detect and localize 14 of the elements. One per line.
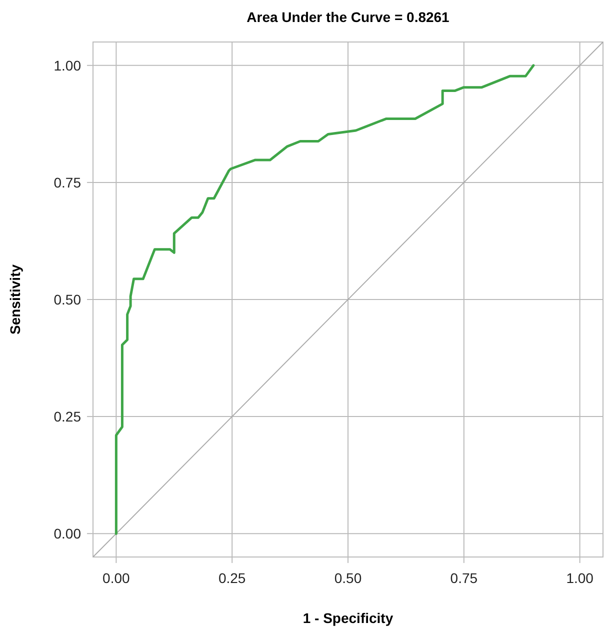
y-tick-label: 0.75 (54, 174, 82, 190)
line-series (114, 64, 535, 535)
chart-title: Area Under the Curve = 0.8261 (246, 9, 450, 25)
x-tick-label: 0.25 (218, 570, 246, 586)
y-tick-label: 0.50 (54, 291, 82, 308)
x-tick-label: 1.00 (566, 570, 594, 586)
x-tick-label: 0.00 (102, 570, 130, 586)
y-tick-label: 1.00 (54, 57, 82, 74)
y-tick-label: 0.00 (54, 525, 82, 542)
y-tick-label: 0.25 (54, 408, 82, 424)
y-axis-title: Sensitivity (7, 264, 23, 335)
x-tick-label: 0.75 (450, 570, 478, 586)
x-tick-label: 0.50 (334, 570, 362, 586)
x-axis-title: 1 - Specificity (302, 610, 394, 626)
